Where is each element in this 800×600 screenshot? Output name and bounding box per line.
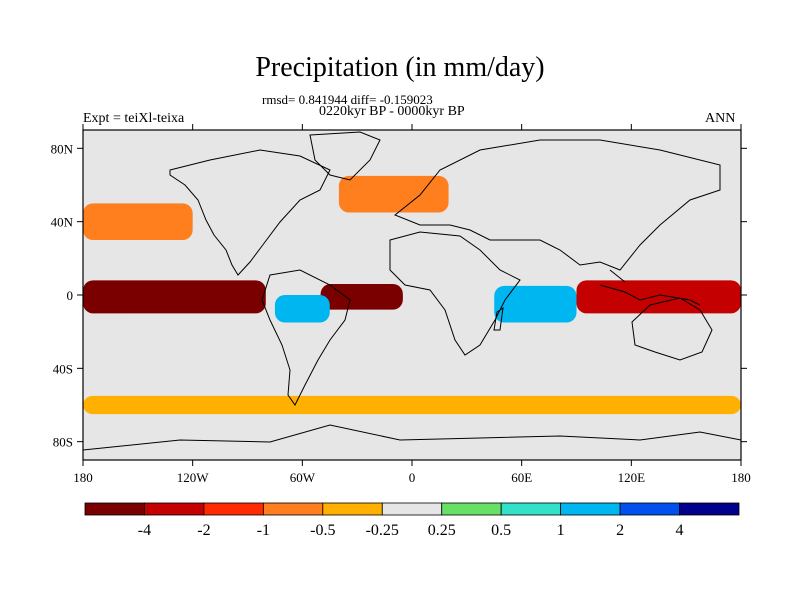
anomaly-north-atlantic-dry [338, 175, 449, 213]
season-label: ANN [705, 111, 736, 126]
longitude-axis: 180 120W 60W 0 60E 120E 180 [73, 124, 751, 485]
anomaly-indian-ocean-wet [494, 285, 577, 323]
colorbar-label: 2 [616, 522, 624, 539]
lon-tick-label: 0 [409, 470, 416, 485]
coastline-antarctica [83, 424, 741, 451]
colorbar-swatch [262, 502, 324, 516]
colorbar-swatch [144, 502, 205, 516]
lon-tick-label: 60W [290, 470, 316, 485]
colorbar-swatch [679, 502, 740, 516]
colorbar-swatch [441, 502, 502, 516]
colorbar-label: 1 [557, 522, 565, 539]
colorbar-swatch [500, 502, 562, 516]
coastline-eurasia [394, 139, 721, 271]
colorbar-label: 0.25 [428, 522, 456, 539]
anomaly-southern-ocean-dry [83, 395, 741, 415]
lat-tick-label: 40S [53, 361, 73, 376]
experiment-label: Expt = teiXl-teixa [83, 111, 185, 126]
stats-line: rmsd= 0.841944 diff= -0.159023 [262, 92, 433, 107]
lon-tick-label: 120E [618, 470, 646, 485]
colorbar-swatch [322, 502, 383, 516]
coastline-north-america [169, 149, 331, 276]
lat-tick-label: 0 [67, 288, 74, 303]
colorbar-swatch [560, 502, 621, 516]
precipitation-anomaly-layer [83, 175, 741, 415]
colorbar-swatch [203, 502, 264, 516]
colorbar-label: -4 [138, 522, 151, 539]
colorbar-label: -0.5 [310, 522, 335, 539]
coastline-australia [631, 297, 713, 361]
colorbar: -4 -2 -1 -0.5 -0.25 0.25 0.5 1 2 4 [84, 502, 740, 539]
colorbar-label: 4 [676, 522, 684, 539]
anomaly-north-pacific-dry [83, 203, 193, 240]
coastline-madagascar [493, 306, 504, 331]
lat-tick-label: 80N [51, 141, 74, 156]
lon-tick-label: 60E [511, 470, 532, 485]
coastline-africa [389, 231, 521, 356]
coastline-greenland [309, 131, 381, 181]
coastline-south-america [261, 269, 351, 406]
lat-tick-label: 80S [53, 435, 73, 450]
lon-tick-label: 180 [731, 470, 751, 485]
period-line: 0220kyr BP - 0000kyr BP [319, 104, 465, 119]
colorbar-label: -2 [197, 522, 210, 539]
coastlines [83, 131, 741, 451]
lon-tick-label: 180 [73, 470, 93, 485]
colorbar-label: -0.25 [366, 522, 399, 539]
colorbar-label: 0.5 [491, 522, 511, 539]
coastline-maritime-continent [599, 269, 701, 306]
anomaly-amazon-wet [274, 295, 330, 323]
latitude-axis: 80N 40N 0 40S 80S [51, 141, 747, 450]
lat-tick-label: 40N [51, 215, 74, 230]
plot-title: Precipitation (in mm/day) [255, 52, 545, 83]
anomaly-tropical-pacific-east-dry [83, 280, 266, 314]
anomaly-atlantic-dry [320, 284, 403, 310]
colorbar-swatch [381, 502, 443, 516]
colorbar-swatch [84, 502, 145, 516]
lon-tick-label: 120W [177, 470, 210, 485]
colorbar-swatch [619, 502, 680, 516]
colorbar-label: -1 [257, 522, 270, 539]
